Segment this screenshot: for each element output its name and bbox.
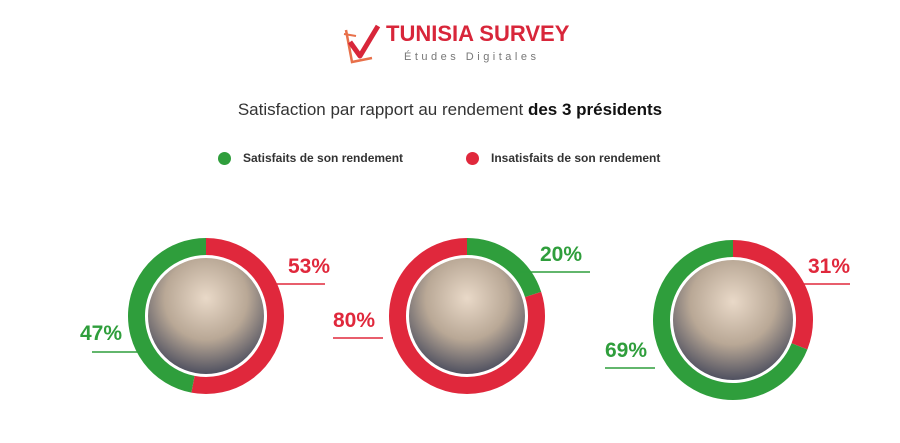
donut1-dissatisfied-label: 53% <box>288 255 331 278</box>
donut3-satisfied-label: 69% <box>605 339 648 362</box>
logo: TUNISIA SURVEY Études Digitales <box>342 22 572 70</box>
legend-dissatisfied: Insatisfaits de son rendement <box>466 150 660 166</box>
page-title: Satisfaction par rapport au rendement de… <box>0 100 900 120</box>
title-bold: des 3 présidents <box>527 100 663 119</box>
president-photo-3 <box>671 258 795 382</box>
donut2-dissatisfied-arc <box>389 238 545 394</box>
donut3-dissatisfied-label: 31% <box>808 255 851 278</box>
donut3-dissatisfied-arc <box>732 240 813 350</box>
checkmark-logo-icon <box>343 24 381 64</box>
donut2-dissatisfied-label: 80% <box>333 309 376 332</box>
donut2-satisfied-arc <box>466 238 542 298</box>
president-photo-1 <box>146 256 266 376</box>
donut1-dissatisfied-arc <box>191 238 284 394</box>
donut1-satisfied-label: 47% <box>80 322 123 345</box>
donut1-satisfied-arc <box>128 238 207 393</box>
legend-label: Insatisfaits de son rendement <box>491 151 661 165</box>
donut2-satisfied-label: 20% <box>540 243 583 266</box>
green-dot-icon <box>218 151 231 165</box>
legend-satisfied: Satisfaits de son rendement <box>218 150 403 166</box>
donut3-satisfied-arc <box>653 240 808 400</box>
brand-name: TUNISIA SURVEY <box>386 21 570 46</box>
president-photo-2 <box>407 256 527 376</box>
brand-tagline: Études Digitales <box>404 51 540 63</box>
legend-label: Satisfaits de son rendement <box>243 151 404 165</box>
title-text: Satisfaction par rapport au rendement <box>237 100 528 119</box>
red-dot-icon <box>466 151 479 165</box>
